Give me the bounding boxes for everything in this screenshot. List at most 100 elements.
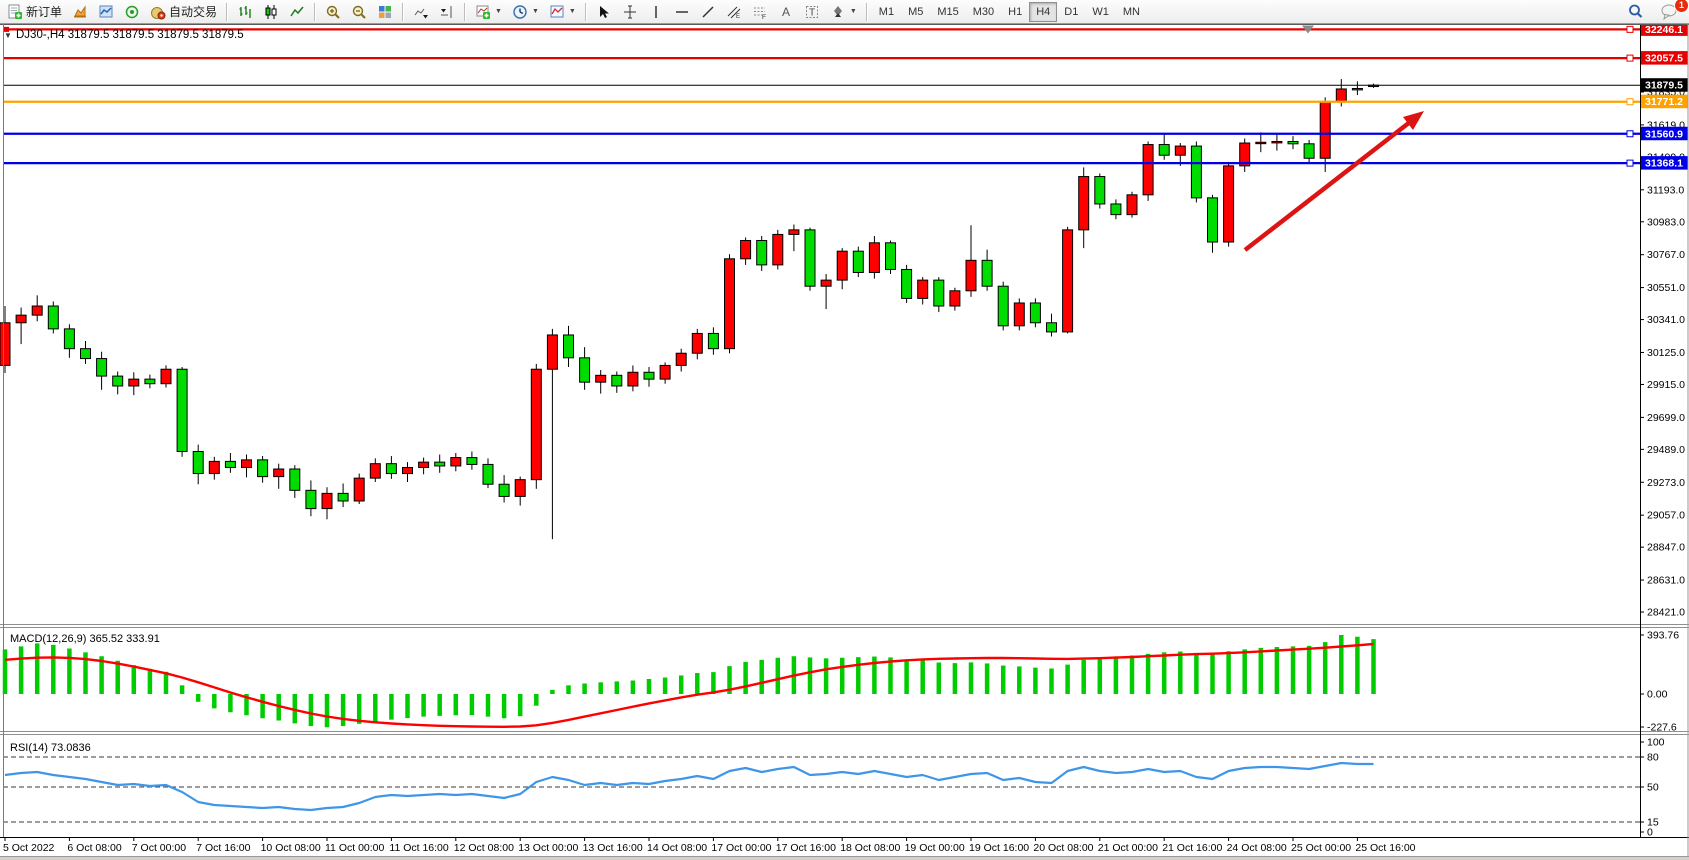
line-handle[interactable] — [1626, 98, 1634, 106]
channel-icon: E — [726, 4, 742, 20]
timeframe-button-M1[interactable]: M1 — [878, 5, 895, 18]
timeframe-button-W1[interactable]: W1 — [1092, 5, 1109, 18]
tile-windows-button[interactable] — [372, 2, 398, 22]
chart-title: ▼ DJ30-,H4 31879.5 31879.5 31879.5 31879.… — [4, 29, 244, 41]
svg-text:28847.0: 28847.0 — [1647, 542, 1685, 554]
timeframe-button-D1[interactable]: D1 — [1064, 5, 1079, 18]
time-axis[interactable]: 5 Oct 2022 6 Oct 08:00 7 Oct 00:00 7 Oct 16… — [0, 837, 1689, 854]
arrows-tool-button[interactable]: ▼ — [825, 2, 862, 22]
svg-text:E: E — [736, 14, 740, 20]
fibonacci-tool-button[interactable]: F — [747, 2, 773, 22]
crosshair-tool-button[interactable] — [617, 2, 643, 22]
terminal-button[interactable] — [119, 2, 145, 22]
market-watch-button[interactable] — [67, 2, 93, 22]
horizontal-lines[interactable] — [3, 25, 1640, 167]
price-level-badge — [1641, 156, 1688, 170]
svg-text:17 Oct 00:00: 17 Oct 00:00 — [711, 842, 771, 854]
svg-text:5 Oct 2022: 5 Oct 2022 — [3, 842, 55, 854]
line-handle[interactable] — [1626, 54, 1634, 62]
line-handle[interactable] — [4, 26, 9, 32]
trend-arrow-annotation[interactable] — [1243, 111, 1424, 252]
notifications-button[interactable]: 1 — [1655, 0, 1689, 22]
chevron-down-icon: ▼ — [495, 8, 502, 15]
chart-canvas[interactable]: MACD(12,26,9) 365.52 333.91 RSI(14) 73.08… — [0, 24, 1689, 860]
horizontal-line-tool-button[interactable] — [669, 2, 695, 22]
bar-chart-button[interactable] — [232, 2, 258, 22]
auto-trading-button[interactable]: 自动交易 — [145, 2, 222, 22]
svg-text:19 Oct 00:00: 19 Oct 00:00 — [905, 842, 965, 854]
zoom-out-icon — [351, 4, 367, 20]
candle-chart-button[interactable] — [258, 2, 284, 22]
text-tool-button[interactable]: A — [773, 2, 799, 22]
toolbar-separator — [865, 2, 868, 21]
chart-shift-icon — [439, 4, 455, 20]
svg-text:30551.0: 30551.0 — [1647, 282, 1685, 294]
timeframe-button-H4[interactable]: H4 — [1029, 1, 1058, 22]
periods-icon — [512, 4, 528, 20]
toolbar: 新订单 自动交易 ▼ ▼ ▼ E F A — [0, 0, 1689, 24]
price-level-badge — [1641, 94, 1688, 109]
chart-shift-marker[interactable] — [1302, 25, 1314, 34]
timeframe-button-H1[interactable]: H1 — [1008, 5, 1023, 18]
macd-panel: MACD(12,26,9) 365.52 333.91 — [2, 633, 1376, 728]
svg-text:15: 15 — [1647, 817, 1659, 829]
cursor-tool-button[interactable] — [591, 2, 617, 22]
svg-text:21 Oct 16:00: 21 Oct 16:00 — [1162, 842, 1222, 854]
svg-text:31193.0: 31193.0 — [1647, 184, 1684, 196]
tile-windows-icon — [377, 4, 393, 20]
zoom-out-button[interactable] — [346, 2, 372, 22]
toolbar-separator — [314, 2, 317, 21]
horizontal-line-icon — [674, 4, 690, 20]
svg-text:31368.1: 31368.1 — [1645, 158, 1683, 170]
line-handle[interactable] — [1626, 25, 1634, 33]
timeframe-button-M15[interactable]: M15 — [937, 5, 959, 18]
candles-chart-icon — [263, 4, 279, 20]
channel-tool-button[interactable]: E — [721, 2, 747, 22]
auto-scroll-icon — [413, 4, 429, 20]
svg-text:30983.0: 30983.0 — [1647, 216, 1685, 228]
market-watch-icon — [72, 4, 88, 20]
svg-text:11 Oct 00:00: 11 Oct 00:00 — [325, 842, 385, 854]
rsi-label: RSI(14) 73.0836 — [10, 742, 91, 754]
timeframe-button-MN[interactable]: MN — [1122, 5, 1140, 18]
toolbar-separator — [464, 2, 467, 21]
line-chart-button[interactable] — [284, 2, 310, 22]
navigator-button[interactable] — [93, 2, 119, 22]
timeframe-button-M30[interactable]: M30 — [972, 5, 995, 18]
indicators-button[interactable]: ▼ — [470, 2, 507, 22]
search-button[interactable] — [1622, 2, 1649, 22]
zoom-in-button[interactable] — [320, 2, 346, 22]
timeframe-button-M5[interactable]: M5 — [908, 5, 924, 18]
macd-panel-divider[interactable] — [0, 624, 1689, 628]
svg-text:31879.5: 31879.5 — [1645, 80, 1683, 92]
svg-text:0: 0 — [1647, 827, 1653, 839]
templates-button[interactable]: ▼ — [544, 2, 581, 22]
trendline-tool-button[interactable] — [695, 2, 721, 22]
notification-badge: 1 — [1674, 0, 1689, 13]
auto-scroll-button[interactable] — [408, 2, 434, 22]
trendline-icon — [700, 4, 716, 20]
svg-text:T: T — [809, 7, 815, 18]
line-handle[interactable] — [1626, 159, 1634, 167]
svg-text:6 Oct 08:00: 6 Oct 08:00 — [67, 842, 121, 854]
svg-text:7 Oct 00:00: 7 Oct 00:00 — [132, 842, 186, 854]
svg-text:29915.0: 29915.0 — [1647, 379, 1685, 391]
auto-trading-icon — [150, 4, 166, 20]
price-level-badge — [1641, 126, 1688, 141]
vertical-line-tool-button[interactable] — [643, 2, 669, 22]
rsi-panel: RSI(14) 73.0836 — [3, 742, 1640, 823]
periods-button[interactable]: ▼ — [507, 2, 544, 22]
toolbar-separator — [584, 2, 587, 21]
chart-shift-button[interactable] — [434, 2, 460, 22]
chart-title-text: DJ30-,H4 31879.5 31879.5 31879.5 31879.5 — [16, 29, 244, 41]
text-label-tool-button[interactable]: T — [799, 2, 825, 22]
line-handle[interactable] — [1626, 130, 1634, 138]
terminal-icon — [124, 4, 140, 20]
svg-text:10 Oct 08:00: 10 Oct 08:00 — [261, 842, 321, 854]
rsi-panel-divider[interactable] — [0, 731, 1689, 735]
svg-text:31771.2: 31771.2 — [1645, 96, 1683, 108]
new-order-button[interactable]: 新订单 — [2, 2, 67, 22]
chevron-down-icon: ▼ — [568, 8, 576, 15]
svg-text:25 Oct 16:00: 25 Oct 16:00 — [1355, 842, 1415, 854]
price-axis[interactable]: 31835.031619.031409.031193.030983.030767… — [1640, 24, 1688, 839]
